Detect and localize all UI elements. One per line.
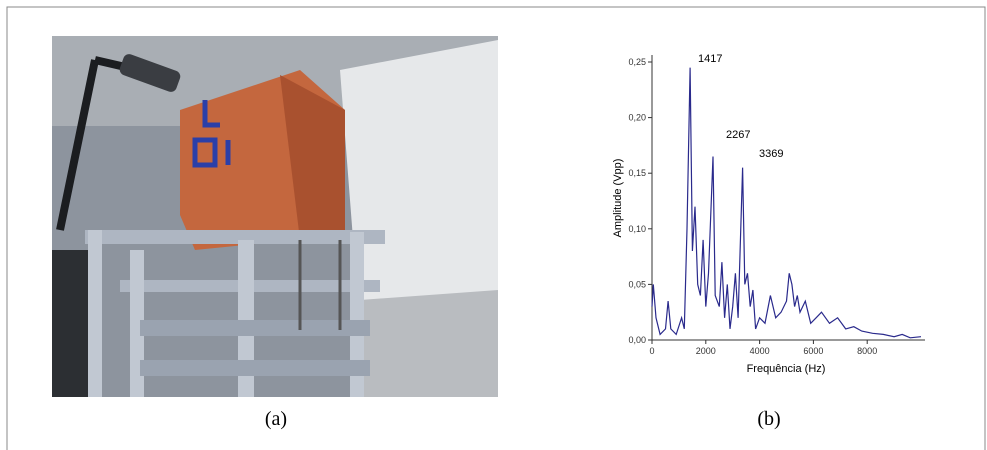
x-tick-label: 2000	[696, 346, 716, 356]
page: (a) (b) Amplitude (Vpp) Frequência (Hz) …	[0, 0, 987, 450]
figure: (a) (b) Amplitude (Vpp) Frequência (Hz) …	[0, 0, 987, 450]
y-tick-label: 0,25	[628, 57, 646, 67]
x-tick-label: 0	[649, 346, 654, 356]
annotation: 2267	[726, 129, 750, 141]
x-tick-label: 6000	[803, 346, 823, 356]
y-tick-label: 0,20	[628, 113, 646, 123]
y-axis-label: Amplitude (Vpp)	[612, 159, 624, 238]
x-axis-label: Frequência (Hz)	[747, 363, 826, 375]
photo	[52, 36, 498, 397]
y-tick-label: 0,15	[628, 168, 646, 178]
annotation: 1417	[698, 53, 722, 65]
caption: (b)	[757, 408, 780, 430]
x-tick-label: 8000	[857, 346, 877, 356]
y-tick-label: 0,00	[628, 335, 646, 345]
annotation: 3369	[759, 148, 783, 160]
y-tick-label: 0,05	[628, 279, 646, 289]
spectrum-line	[652, 68, 921, 338]
y-tick-label: 0,10	[628, 224, 646, 234]
caption: (a)	[265, 408, 287, 430]
x-tick-label: 4000	[750, 346, 770, 356]
